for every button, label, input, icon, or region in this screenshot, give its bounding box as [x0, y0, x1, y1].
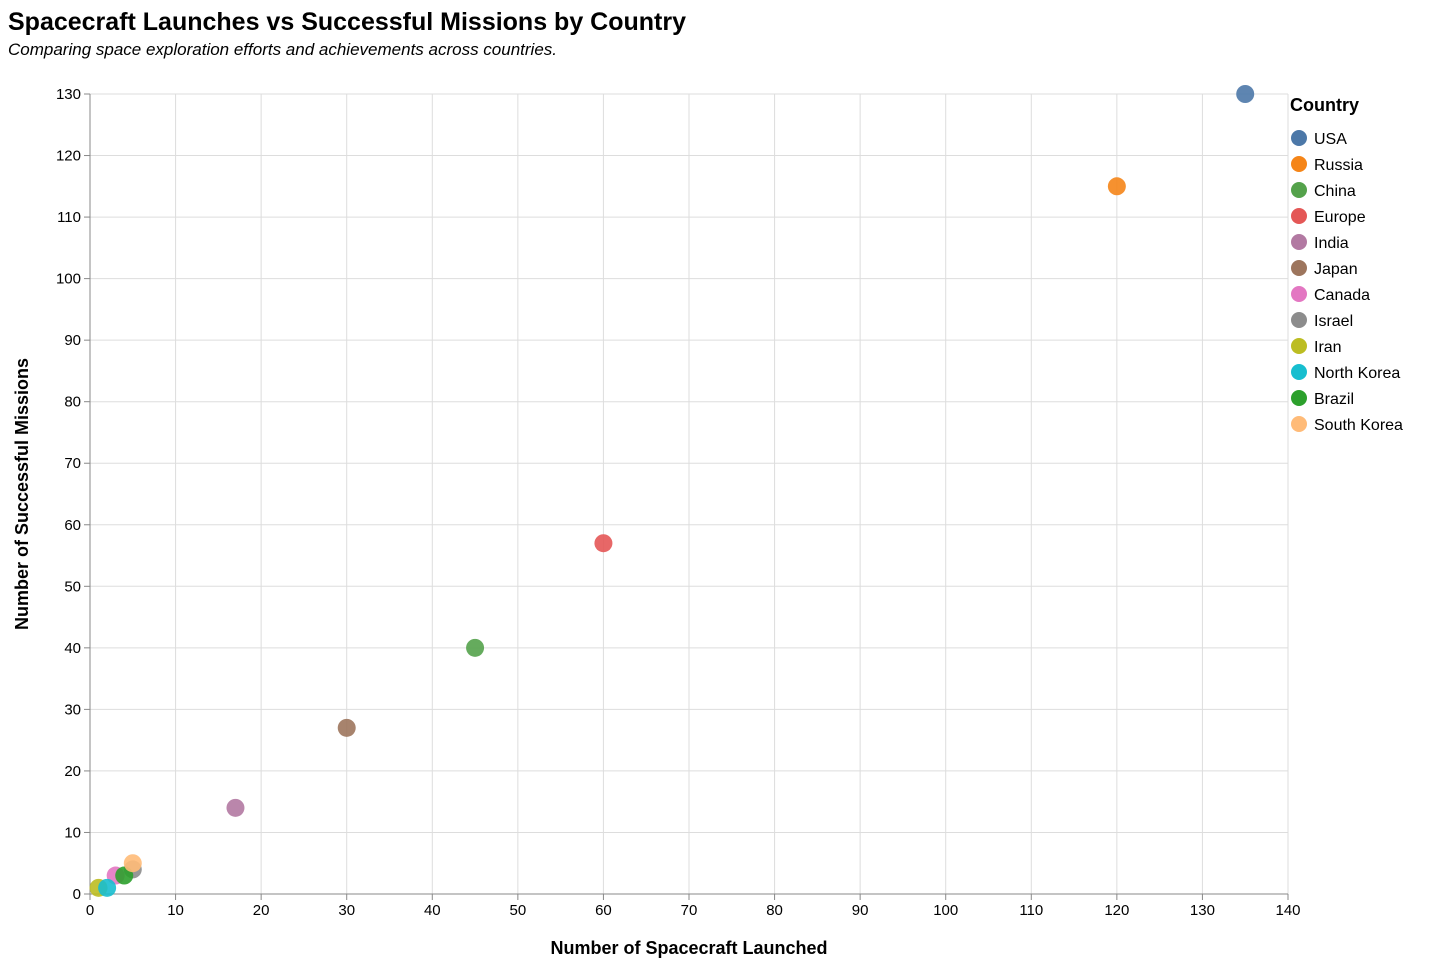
- legend-label: China: [1314, 183, 1356, 200]
- chart-title: Spacecraft Launches vs Successful Missio…: [8, 8, 687, 36]
- data-points: USARussiaChinaEuropeIndiaJapanCanadaIsra…: [89, 85, 1255, 897]
- legend-swatch: [1291, 156, 1307, 172]
- x-tick-label: 30: [338, 902, 355, 919]
- legend-label: North Korea: [1314, 365, 1400, 382]
- y-tick-label: 70: [64, 455, 81, 472]
- data-point-europe[interactable]: Europe: [594, 534, 613, 553]
- grid: [89, 93, 1289, 895]
- y-axis-title: Number of Successful Missions: [12, 358, 32, 630]
- legend-swatch: [1291, 234, 1307, 250]
- x-tick-label: 130: [1190, 902, 1215, 919]
- y-tick-label: 10: [64, 824, 81, 841]
- title-block: Spacecraft Launches vs Successful Missio…: [8, 6, 686, 62]
- legend-swatch: [1291, 338, 1307, 354]
- y-tick-label: 90: [64, 332, 81, 349]
- legend-swatch: [1291, 208, 1307, 224]
- chart-subtitle: Comparing space exploration efforts and …: [8, 40, 558, 59]
- legend-label: Canada: [1314, 287, 1370, 304]
- x-tick-label: 110: [1019, 902, 1043, 919]
- legend-swatch: [1291, 260, 1307, 276]
- x-tick-label: 40: [424, 902, 441, 919]
- legend-label: India: [1314, 235, 1349, 252]
- legend-swatch: [1291, 182, 1307, 198]
- legend: Country USA Russia China Europe India Japan Ca…: [1290, 95, 1403, 434]
- y-tick-label: 110: [57, 209, 81, 226]
- y-tick-label: 60: [64, 517, 81, 534]
- data-point-china[interactable]: China: [466, 638, 485, 657]
- legend-swatch: [1291, 286, 1307, 302]
- y-tick-label: 100: [56, 271, 81, 288]
- y-tick-label: 30: [64, 701, 81, 718]
- legend-swatch: [1291, 390, 1307, 406]
- y-tick-label: 40: [64, 640, 81, 657]
- x-tick-label: 0: [86, 902, 94, 919]
- y-tick-label: 130: [56, 86, 81, 103]
- y-tick-label: 20: [64, 763, 81, 780]
- data-point-india[interactable]: India: [226, 798, 245, 817]
- legend-swatch: [1291, 312, 1307, 328]
- y-tick-label: 0: [73, 886, 81, 903]
- legend-label: Iran: [1314, 339, 1342, 356]
- legend-label: South Korea: [1314, 417, 1403, 434]
- legend-swatch: [1291, 364, 1307, 380]
- legend-label: Brazil: [1314, 391, 1354, 408]
- legend-label: Europe: [1314, 209, 1366, 226]
- y-tick-label: 80: [64, 394, 81, 411]
- x-tick-label: 100: [933, 902, 958, 919]
- x-axis-title: Number of Spacecraft Launched: [550, 938, 827, 958]
- x-tick-label: 50: [510, 902, 527, 919]
- x-tick-label: 20: [253, 902, 270, 919]
- x-tick-label: 140: [1275, 902, 1300, 919]
- legend-swatch: [1291, 130, 1307, 146]
- x-tick-label: 120: [1104, 902, 1129, 919]
- legend-title: Country: [1290, 95, 1359, 115]
- x-tick-label: 10: [167, 902, 184, 919]
- data-point-japan[interactable]: Japan: [337, 718, 356, 737]
- legend-label: Japan: [1314, 261, 1358, 278]
- x-tick-label: 60: [595, 902, 612, 919]
- legend-swatch: [1291, 416, 1307, 432]
- legend-label: Israel: [1314, 313, 1353, 330]
- y-tick-label: 120: [56, 148, 81, 165]
- data-point-south-korea[interactable]: South Korea: [123, 854, 142, 873]
- legend-label: USA: [1314, 131, 1347, 148]
- x-tick-label: 80: [766, 902, 783, 919]
- data-point-russia[interactable]: Russia: [1107, 177, 1126, 196]
- data-point-north-korea[interactable]: North Korea: [98, 878, 117, 897]
- axes: 0 10 20 30 40 50 60 70 80 90 100 110 120 130 140 0 10 20 3…: [56, 86, 1301, 919]
- data-point-usa[interactable]: USA: [1236, 85, 1255, 103]
- y-tick-label: 50: [64, 578, 81, 595]
- legend-label: Russia: [1314, 157, 1363, 174]
- x-tick-label: 90: [852, 902, 869, 919]
- x-tick-label: 70: [681, 902, 698, 919]
